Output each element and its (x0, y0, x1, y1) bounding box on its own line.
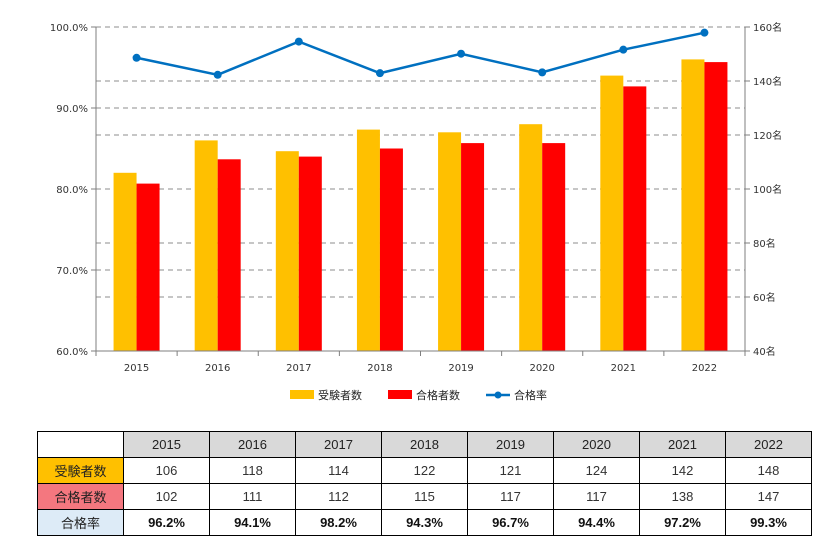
x-tick-label: 2019 (448, 363, 473, 374)
table-cell: 97.2% (639, 509, 726, 536)
table-cell: 94.3% (381, 509, 468, 536)
y-right-tick-label: 40名 (753, 345, 776, 358)
rate-point (294, 37, 303, 46)
y-right-tick-label: 160名 (753, 21, 782, 34)
table-row-passers: 合格者数 102 111 112 115 117 117 138 147 (37, 483, 812, 510)
legend-label: 合格率 (514, 388, 547, 402)
legend-label: 合格者数 (416, 388, 460, 402)
bar-passers (136, 183, 160, 351)
table-cell: 148 (725, 457, 812, 484)
legend: 受験者数 合格者数 合格率 (290, 388, 547, 402)
bar-passers (298, 156, 322, 351)
table-cell: 94.4% (553, 509, 640, 536)
table-cell: 106 (123, 457, 210, 484)
bar-examinees (356, 129, 380, 351)
x-tick-label: 2020 (529, 363, 554, 374)
x-tick-label: 2015 (124, 363, 149, 374)
bar-examinees (681, 59, 705, 352)
rate-line (132, 28, 709, 79)
table-year-header: 2015 (123, 431, 210, 458)
table-cell: 94.1% (209, 509, 296, 536)
bar-passers (623, 86, 647, 352)
bar-passers (379, 148, 403, 351)
x-tick-label: 2017 (286, 363, 311, 374)
table-cell: 96.2% (123, 509, 210, 536)
legend-swatch-marker (494, 391, 502, 399)
bars (113, 59, 728, 352)
row-label-pass-rate: 合格率 (37, 509, 124, 536)
y-right-tick-label: 80名 (753, 237, 776, 250)
table-cell: 121 (467, 457, 554, 484)
y-left-tick-label: 60.0% (56, 347, 88, 358)
table-header-row: 2015 2016 2017 2018 2019 2020 2021 2022 (37, 431, 812, 458)
rate-point (213, 70, 222, 79)
axes: 60.0% 70.0% 80.0% 90.0% 100.0% 40名 60名 80名 100名 1… (50, 21, 782, 374)
table-cell: 124 (553, 457, 640, 484)
bar-examinees (519, 124, 543, 351)
table-year-header: 2016 (209, 431, 296, 458)
gridlines (96, 26, 745, 298)
table-year-header: 2018 (381, 431, 468, 458)
table-year-header: 2022 (725, 431, 812, 458)
legend-swatch (388, 390, 412, 399)
row-label-examinees: 受験者数 (37, 457, 124, 484)
row-label-passers: 合格者数 (37, 483, 124, 510)
table-cell: 117 (467, 483, 554, 510)
y-right-tick-label: 120名 (753, 129, 782, 142)
table-corner (37, 431, 124, 458)
table-cell: 142 (639, 457, 726, 484)
y-right-tick-label: 60名 (753, 291, 776, 304)
table-cell: 122 (381, 457, 468, 484)
table-cell: 102 (123, 483, 210, 510)
bar-passers (704, 62, 728, 351)
y-left-tick-label: 100.0% (50, 23, 88, 34)
y-left-tick-label: 70.0% (56, 266, 88, 277)
table-cell: 147 (725, 483, 812, 510)
legend-label: 受験者数 (318, 388, 362, 402)
rate-line-path (136, 31, 705, 77)
rate-point (457, 49, 466, 58)
table-cell: 99.3% (725, 509, 812, 536)
rate-point (375, 69, 384, 78)
table-cell: 114 (295, 457, 382, 484)
table-year-header: 2020 (553, 431, 640, 458)
table-row-examinees: 受験者数 106 118 114 122 121 124 142 148 (37, 457, 812, 484)
y-left-tick-label: 80.0% (56, 185, 88, 196)
bar-examinees (438, 132, 462, 351)
bar-examinees (113, 172, 137, 351)
table-cell: 112 (295, 483, 382, 510)
data-table: 2015 2016 2017 2018 2019 2020 2021 2022 … (37, 431, 812, 536)
x-tick-label: 2021 (611, 363, 636, 374)
table-cell: 117 (553, 483, 640, 510)
y-right-tick-label: 140名 (753, 75, 782, 88)
table-cell: 111 (209, 483, 296, 510)
bar-passers (461, 143, 485, 351)
y-right-tick-label: 100名 (753, 183, 782, 196)
table-cell: 118 (209, 457, 296, 484)
rate-point (619, 45, 628, 54)
rate-point (538, 68, 547, 77)
x-tick-label: 2016 (205, 363, 230, 374)
legend-swatch (290, 390, 314, 399)
table-cell: 115 (381, 483, 468, 510)
rate-point (132, 53, 141, 62)
bar-passers (217, 159, 241, 351)
combo-chart: 60.0% 70.0% 80.0% 90.0% 100.0% 40名 60名 80名 100名 1… (50, 21, 782, 402)
y-left-tick-label: 90.0% (56, 104, 88, 115)
x-tick-label: 2022 (692, 363, 717, 374)
table-cell: 138 (639, 483, 726, 510)
table-cell: 98.2% (295, 509, 382, 536)
table-year-header: 2017 (295, 431, 382, 458)
bar-examinees (600, 75, 624, 351)
bar-passers (542, 143, 566, 351)
bar-examinees (275, 151, 299, 351)
x-tick-label: 2018 (367, 363, 392, 374)
rate-point (700, 28, 709, 37)
table-year-header: 2019 (467, 431, 554, 458)
table-row-pass-rate: 合格率 96.2% 94.1% 98.2% 94.3% 96.7% 94.4% … (37, 509, 812, 536)
table-year-header: 2021 (639, 431, 726, 458)
bar-examinees (194, 140, 218, 351)
table-cell: 96.7% (467, 509, 554, 536)
